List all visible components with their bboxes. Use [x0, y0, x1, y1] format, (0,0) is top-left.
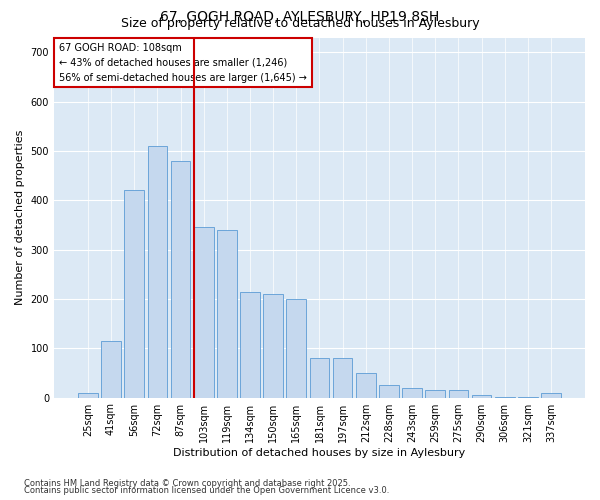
- Bar: [217, 230, 236, 398]
- Text: 67, GOGH ROAD, AYLESBURY, HP19 8SH: 67, GOGH ROAD, AYLESBURY, HP19 8SH: [160, 10, 440, 24]
- Bar: [449, 390, 468, 398]
- Bar: [101, 341, 121, 398]
- Text: Size of property relative to detached houses in Aylesbury: Size of property relative to detached ho…: [121, 18, 479, 30]
- Text: Contains public sector information licensed under the Open Government Licence v3: Contains public sector information licen…: [24, 486, 389, 495]
- Bar: [379, 386, 399, 398]
- Bar: [541, 392, 561, 398]
- Bar: [402, 388, 422, 398]
- Bar: [310, 358, 329, 398]
- Bar: [78, 392, 98, 398]
- Bar: [356, 373, 376, 398]
- Y-axis label: Number of detached properties: Number of detached properties: [15, 130, 25, 305]
- Bar: [286, 299, 306, 398]
- Bar: [333, 358, 352, 398]
- Text: 67 GOGH ROAD: 108sqm
← 43% of detached houses are smaller (1,246)
56% of semi-de: 67 GOGH ROAD: 108sqm ← 43% of detached h…: [59, 43, 307, 82]
- Bar: [148, 146, 167, 398]
- Bar: [194, 228, 214, 398]
- X-axis label: Distribution of detached houses by size in Aylesbury: Distribution of detached houses by size …: [173, 448, 466, 458]
- Bar: [240, 292, 260, 398]
- Bar: [263, 294, 283, 398]
- Bar: [472, 395, 491, 398]
- Bar: [518, 396, 538, 398]
- Bar: [425, 390, 445, 398]
- Bar: [495, 396, 515, 398]
- Bar: [170, 161, 190, 398]
- Bar: [124, 190, 144, 398]
- Text: Contains HM Land Registry data © Crown copyright and database right 2025.: Contains HM Land Registry data © Crown c…: [24, 478, 350, 488]
